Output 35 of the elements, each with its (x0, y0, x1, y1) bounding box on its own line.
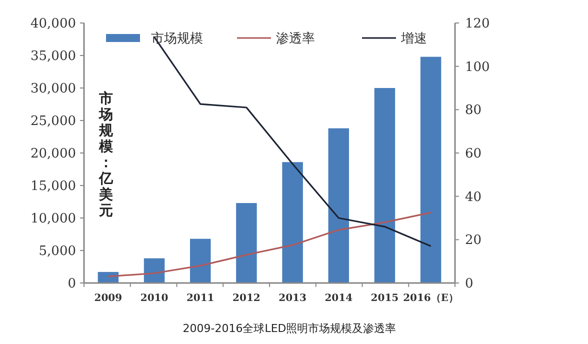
bar (374, 88, 396, 283)
y-tick-label: 5,000 (38, 244, 76, 260)
y-tick-label: 40,000 (30, 16, 76, 32)
bar (282, 162, 303, 283)
text: 2009-2016全球LED照明市场规模及渗透率 (182, 322, 396, 335)
y-tick-label: 20,000 (30, 146, 76, 162)
x-tick-label: 2013 (278, 293, 306, 304)
y-tick-label: 10,000 (30, 212, 76, 227)
y-tick-label: 35,000 (30, 49, 76, 64)
x-tick-label: 2011 (186, 293, 214, 304)
y2-tick-label: 0 (465, 276, 474, 292)
x-tick-label: 2010 (140, 293, 168, 304)
bar (144, 258, 165, 283)
y2-tick-label: 120 (465, 16, 490, 32)
legend-label: 增速 (400, 32, 427, 47)
y-tick-label: 0 (68, 276, 76, 292)
y2-tick-label: 20 (465, 233, 482, 248)
y2-tick-label: 60 (465, 146, 482, 162)
x-tick-label: 2016（E） (403, 293, 459, 304)
bar (190, 238, 211, 283)
bar (328, 128, 349, 283)
x-tick-label: 2014 (324, 293, 353, 304)
x-tick-label: 2012 (232, 293, 260, 304)
y2-tick-label: 40 (465, 190, 482, 205)
x-tick-label: 2009 (94, 293, 122, 304)
legend-label: 渗透率 (276, 30, 315, 47)
y-tick-label: 15,000 (30, 179, 76, 194)
bar (236, 203, 257, 283)
x-tick-label: 2015 (370, 293, 399, 304)
y-tick-label: 30,000 (30, 82, 76, 97)
bar (420, 56, 442, 283)
y2-tick-label: 100 (465, 60, 490, 75)
y-axis-title: 市场规模：亿美元 (98, 90, 114, 219)
y2-tick-label: 80 (465, 103, 482, 118)
y-tick-label: 25,000 (30, 114, 76, 130)
